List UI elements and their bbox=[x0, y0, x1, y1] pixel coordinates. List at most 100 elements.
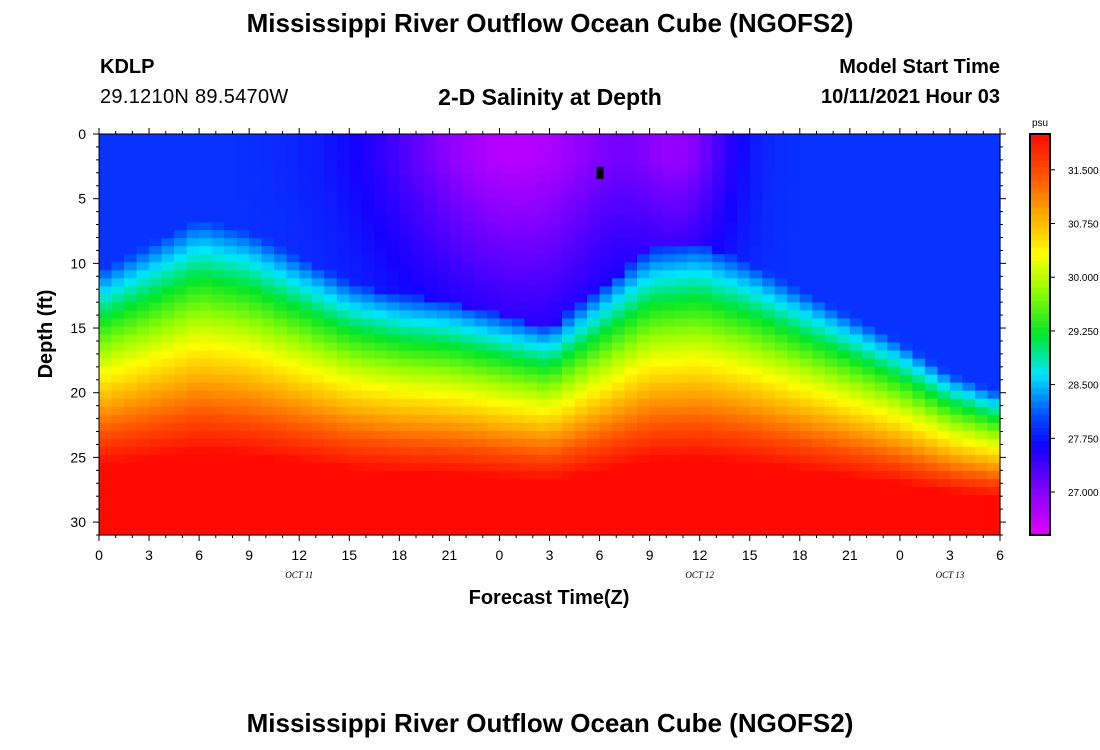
heat-cell bbox=[499, 174, 513, 183]
heat-cell bbox=[949, 470, 964, 480]
heat-cell bbox=[349, 358, 363, 368]
heat-cell bbox=[286, 286, 300, 295]
heat-cell bbox=[474, 366, 488, 376]
heat-cell bbox=[111, 366, 125, 376]
heat-cell bbox=[349, 286, 363, 295]
heat-cell bbox=[324, 374, 338, 384]
heat-cell bbox=[974, 462, 989, 472]
heat-cell bbox=[737, 470, 751, 480]
heat-cell bbox=[486, 174, 501, 183]
heat-cell bbox=[787, 342, 801, 352]
heat-cell bbox=[436, 398, 450, 408]
heat-cell bbox=[311, 478, 325, 488]
heat-cell bbox=[699, 302, 713, 312]
heat-cell bbox=[399, 494, 413, 504]
heat-cell bbox=[99, 494, 113, 504]
heat-cell bbox=[261, 294, 275, 304]
heat-cell bbox=[186, 414, 200, 424]
heat-cell bbox=[536, 454, 551, 464]
colorbar-tick-label: 27.750 bbox=[1068, 434, 1099, 445]
heat-cell bbox=[236, 510, 250, 520]
heat-cell bbox=[361, 334, 375, 344]
heat-cell bbox=[974, 382, 989, 392]
heat-cell bbox=[987, 470, 1001, 480]
heat-cell bbox=[399, 230, 413, 239]
heat-cell bbox=[724, 166, 738, 175]
heat-cell bbox=[286, 382, 300, 392]
heat-cell bbox=[299, 198, 313, 207]
heat-cell bbox=[924, 286, 939, 295]
heat-cell bbox=[211, 318, 225, 328]
heat-cell bbox=[436, 374, 450, 384]
heat-cell bbox=[249, 246, 263, 255]
heat-cell bbox=[649, 246, 663, 255]
heat-cell bbox=[361, 398, 375, 408]
heat-cell bbox=[749, 350, 763, 360]
heat-cell bbox=[612, 302, 626, 312]
heat-cell bbox=[674, 406, 688, 416]
x-tick-label: 3 bbox=[946, 547, 954, 563]
heat-cell bbox=[474, 230, 488, 239]
heat-cell bbox=[511, 366, 526, 376]
heat-cell bbox=[724, 302, 738, 312]
heat-cell bbox=[937, 230, 951, 239]
heat-cell bbox=[174, 214, 188, 223]
heat-cell bbox=[812, 230, 826, 239]
heat-cell bbox=[286, 462, 300, 472]
heat-cell bbox=[361, 422, 375, 432]
heat-cell bbox=[612, 294, 626, 304]
heat-cell bbox=[174, 326, 188, 336]
heat-cell bbox=[887, 134, 901, 143]
heat-cell bbox=[699, 366, 713, 376]
heat-cell bbox=[474, 238, 488, 247]
heat-cell bbox=[124, 206, 138, 215]
heat-cell bbox=[236, 478, 250, 488]
heat-cell bbox=[249, 438, 263, 448]
heat-cell bbox=[662, 206, 676, 215]
heat-cell bbox=[962, 390, 976, 400]
heat-cell bbox=[887, 438, 901, 448]
heat-cell bbox=[299, 454, 313, 464]
heat-cell bbox=[511, 262, 526, 271]
heat-cell bbox=[249, 406, 263, 416]
heat-cell bbox=[574, 238, 588, 247]
heat-cell bbox=[787, 238, 801, 247]
heat-cell bbox=[211, 494, 225, 504]
heat-cell bbox=[436, 334, 450, 344]
heat-cell bbox=[724, 334, 738, 344]
heat-cell bbox=[386, 414, 400, 424]
heat-cell bbox=[111, 454, 125, 464]
heat-cell bbox=[361, 358, 375, 368]
heat-cell bbox=[286, 478, 300, 488]
colorbar-segment bbox=[1030, 354, 1050, 362]
heat-cell bbox=[874, 510, 888, 520]
heat-cell bbox=[674, 214, 688, 223]
heat-cell bbox=[762, 158, 776, 167]
heat-cell bbox=[361, 190, 375, 199]
heat-cell bbox=[587, 334, 601, 344]
heat-cell bbox=[724, 222, 738, 231]
heat-cell bbox=[787, 398, 801, 408]
heat-cell bbox=[224, 182, 238, 191]
heat-cell bbox=[174, 286, 188, 295]
heat-cell bbox=[599, 502, 613, 512]
heat-cell bbox=[599, 454, 613, 464]
heat-cell bbox=[311, 262, 325, 271]
heat-cell bbox=[887, 526, 901, 536]
heat-cell bbox=[361, 238, 375, 247]
heat-cell bbox=[812, 454, 826, 464]
heat-cell bbox=[311, 342, 325, 352]
heat-cell bbox=[624, 502, 638, 512]
heat-cell bbox=[236, 422, 250, 432]
heat-cell bbox=[824, 270, 838, 279]
heat-cell bbox=[899, 422, 913, 432]
heat-cell bbox=[174, 414, 188, 424]
heat-cell bbox=[749, 438, 763, 448]
heat-cell bbox=[674, 374, 688, 384]
heat-cell bbox=[161, 486, 175, 496]
heat-cell bbox=[887, 510, 901, 520]
heat-cell bbox=[737, 254, 751, 263]
heat-cell bbox=[474, 414, 488, 424]
heat-cell bbox=[862, 438, 876, 448]
heat-cell bbox=[687, 182, 701, 191]
